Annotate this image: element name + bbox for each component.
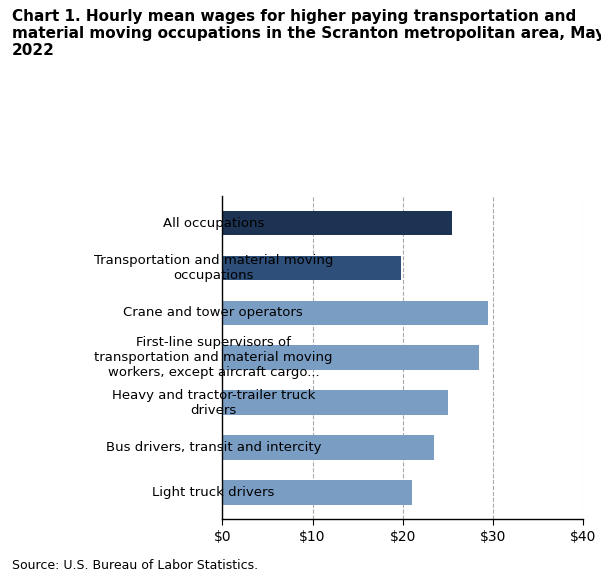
Text: Transportation and material moving
occupations: Transportation and material moving occup… [94, 254, 333, 282]
Text: Chart 1. Hourly mean wages for higher paying transportation and
material moving : Chart 1. Hourly mean wages for higher pa… [12, 9, 601, 58]
Bar [222, 301, 488, 325]
Text: All occupations: All occupations [163, 216, 264, 230]
Bar [222, 480, 412, 505]
Bar [222, 390, 448, 415]
Text: Source: U.S. Bureau of Labor Statistics.: Source: U.S. Bureau of Labor Statistics. [12, 559, 258, 572]
Bar [222, 346, 480, 370]
Bar [222, 211, 453, 235]
Text: Light truck drivers: Light truck drivers [152, 486, 275, 499]
Text: Crane and tower operators: Crane and tower operators [123, 306, 304, 319]
Bar [222, 256, 401, 280]
Bar [222, 435, 434, 460]
Text: First-line supervisors of
transportation and material moving
workers, except air: First-line supervisors of transportation… [94, 336, 332, 379]
Text: Heavy and tractor-trailer truck
drivers: Heavy and tractor-trailer truck drivers [112, 389, 315, 417]
Text: Bus drivers, transit and intercity: Bus drivers, transit and intercity [106, 441, 321, 454]
